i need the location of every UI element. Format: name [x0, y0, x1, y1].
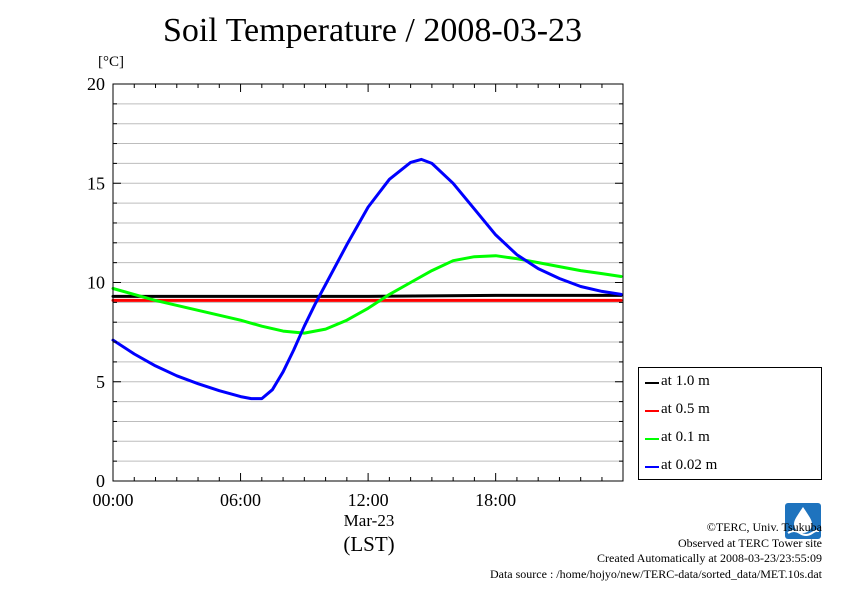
y-tick-label: 15 — [87, 173, 105, 193]
y-tick-label: 10 — [87, 273, 105, 293]
series-line — [111, 157, 623, 401]
legend-swatch-01m — [645, 438, 659, 440]
x-tick-label: 06:00 — [220, 490, 261, 510]
y-tick-label: 5 — [96, 372, 105, 392]
footer-created: Created Automatically at 2008-03-23/23:5… — [597, 551, 822, 565]
footer-copyright: ©TERC, Univ. Tsukuba — [706, 520, 822, 534]
x-axis-date: Mar-23 — [343, 511, 395, 530]
footer-source: Data source : /home/hojyo/new/TERC-data/… — [489, 566, 822, 581]
axis-ticks: 0 5 10 15 20 00:00 06:00 12:00 18:00 — [87, 74, 623, 510]
terc-logo-icon — [785, 503, 821, 539]
y-tick-label: 20 — [87, 74, 105, 94]
legend: at 1.0 m at 0.5 m at 0.1 m at 0.02 m — [638, 367, 822, 480]
legend-label: at 0.1 m — [661, 429, 710, 445]
x-tick-label: 12:00 — [348, 490, 389, 510]
plot-grid — [113, 103, 623, 462]
legend-label: at 0.5 m — [661, 401, 710, 417]
x-tick-label: 18:00 — [475, 490, 516, 510]
chart-title: Soil Temperature / 2008-03-23 — [162, 12, 583, 49]
legend-swatch-05m — [645, 410, 659, 412]
x-axis-label: (LST) — [343, 532, 395, 556]
y-axis-unit: [°C] — [98, 54, 124, 70]
legend-swatch-002m — [645, 466, 659, 468]
plot-series — [111, 157, 623, 401]
legend-swatch-1m — [645, 382, 659, 384]
legend-label: at 1.0 m — [661, 373, 710, 389]
series-line — [111, 254, 623, 335]
legend-label: at 0.02 m — [661, 457, 718, 473]
y-tick-label: 0 — [96, 471, 105, 491]
series-line — [111, 293, 623, 298]
x-tick-label: 00:00 — [92, 490, 133, 510]
footer-credits: ©TERC, Univ. Tsukuba Observed at TERC To… — [490, 520, 822, 582]
footer-observed: Observed at TERC Tower site — [677, 535, 822, 550]
